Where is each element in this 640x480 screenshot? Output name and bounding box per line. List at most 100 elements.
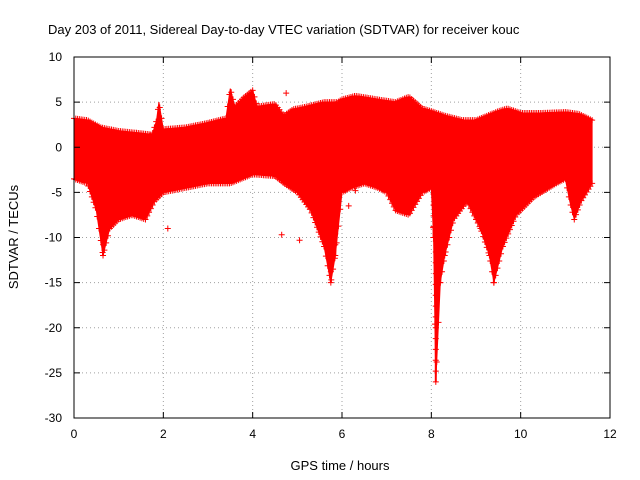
- data-point-spike: [490, 247, 497, 254]
- data-point-spike: [432, 194, 439, 201]
- data-point-spike: [499, 189, 506, 196]
- data-point-spike: [100, 198, 107, 205]
- y-tick-label: -10: [45, 231, 63, 245]
- data-point-spike: [327, 225, 334, 232]
- data-point-spike: [332, 187, 339, 194]
- data-point-spike: [437, 247, 444, 254]
- data-point-lower: [498, 250, 505, 257]
- data-point-spike: [437, 257, 444, 264]
- data-point-spike: [100, 220, 107, 227]
- data-point-spike: [486, 230, 493, 237]
- data-point-spike: [490, 203, 497, 210]
- data-point-spike: [441, 252, 448, 259]
- data-point-spike: [486, 209, 493, 216]
- data-point-lower: [412, 201, 419, 208]
- data-point-lower: [324, 262, 331, 269]
- data-point-spike: [437, 192, 444, 199]
- data-point-spike: [106, 192, 113, 199]
- data-point-lower: [564, 184, 571, 191]
- data-point-lower: [315, 229, 322, 236]
- data-point-upper: [224, 103, 231, 110]
- data-point-spike: [432, 238, 439, 245]
- data-point-spike: [432, 227, 439, 234]
- data-point-spike: [490, 279, 497, 286]
- data-point-spike: [432, 346, 439, 353]
- data-point-lower: [415, 195, 422, 202]
- data-point-spike: [106, 182, 113, 189]
- data-point-spike: [432, 357, 439, 364]
- data-point-lower: [317, 233, 324, 240]
- data-point-spike: [437, 182, 444, 189]
- data-point-upper: [158, 115, 165, 122]
- y-tick-label: -30: [45, 411, 63, 425]
- data-point-spike: [441, 209, 448, 216]
- x-tick-label: 8: [428, 427, 435, 441]
- data-point-lower: [467, 205, 474, 212]
- data-point-outlier: [352, 187, 359, 194]
- data-point-lower: [569, 209, 576, 216]
- data-point-spike: [321, 232, 328, 239]
- data-point-spike: [499, 200, 506, 207]
- data-point-lower: [335, 223, 342, 230]
- data-point-lower: [471, 212, 478, 219]
- data-point-lower: [383, 189, 390, 196]
- data-point-spike: [321, 221, 328, 228]
- data-point-spike: [437, 279, 444, 286]
- data-point-lower: [90, 199, 97, 206]
- data-point-lower: [576, 202, 583, 209]
- data-point-spike: [432, 216, 439, 223]
- x-axis-label: GPS time / hours: [291, 458, 390, 473]
- data-point-spike: [432, 324, 439, 331]
- data-point-lower: [322, 253, 329, 260]
- data-point-lower: [88, 193, 95, 200]
- data-point-spike: [332, 230, 339, 237]
- data-point-spike: [490, 192, 497, 199]
- data-point-spike: [432, 313, 439, 320]
- data-point-spike: [490, 214, 497, 221]
- data-point-spike: [321, 189, 328, 196]
- data-point-lower: [414, 198, 421, 205]
- data-point-lower: [446, 234, 453, 241]
- data-point-lower: [310, 214, 317, 221]
- data-point-spike: [477, 192, 484, 199]
- data-point-spike: [477, 182, 484, 189]
- data-band: [73, 88, 593, 382]
- x-tick-label: 0: [71, 427, 78, 441]
- y-tick-label: 5: [55, 95, 62, 109]
- data-point-spike: [486, 252, 493, 259]
- data-point-spike: [332, 252, 339, 259]
- data-point-spike: [100, 209, 107, 216]
- data-point-spike: [477, 203, 484, 210]
- data-point-spike: [106, 225, 113, 232]
- data-point-outlier: [334, 198, 341, 205]
- data-point-lower: [465, 202, 472, 209]
- data-point-lower: [103, 239, 110, 246]
- y-tick-label: -25: [45, 366, 63, 380]
- data-point-spike: [327, 182, 334, 189]
- data-point-lower: [562, 175, 569, 182]
- data-point-upper: [153, 118, 160, 125]
- data-point-lower: [104, 232, 111, 239]
- data-point-spike: [441, 241, 448, 248]
- data-point-lower: [510, 218, 517, 225]
- data-point-lower: [506, 226, 513, 233]
- data-point-lower: [96, 225, 103, 232]
- data-point-lower: [567, 202, 574, 209]
- data-point-lower: [481, 239, 488, 246]
- x-tick-label: 2: [160, 427, 167, 441]
- data-point-spike: [432, 378, 439, 385]
- data-point-spike: [106, 214, 113, 221]
- data-point-outlier: [164, 225, 171, 232]
- data-point-spike: [437, 236, 444, 243]
- data-point-lower: [464, 198, 471, 205]
- data-point-spike: [432, 335, 439, 342]
- data-point-spike: [477, 225, 484, 232]
- data-point-upper: [149, 130, 156, 137]
- data-point-lower: [408, 207, 415, 214]
- data-point-spike: [327, 192, 334, 199]
- data-point-spike: [100, 187, 107, 194]
- data-point-spike: [432, 303, 439, 310]
- data-point-outlier: [283, 90, 290, 97]
- data-point-spike: [486, 220, 493, 227]
- data-point-spike: [499, 211, 506, 218]
